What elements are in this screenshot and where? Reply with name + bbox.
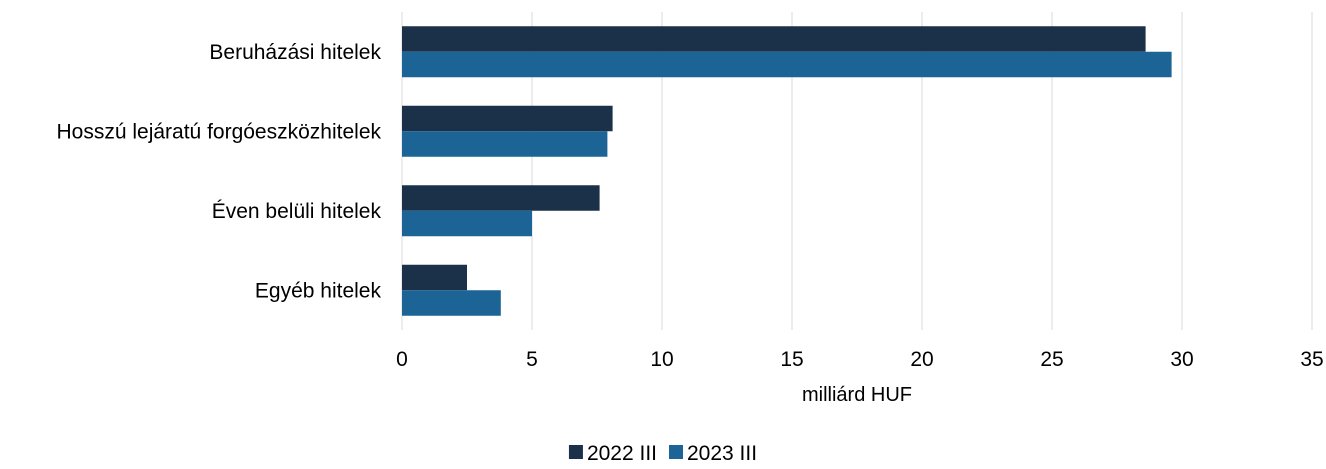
bar-0-series-1	[402, 51, 1172, 78]
bar-3-series-0	[402, 264, 467, 291]
bar-1-series-1	[402, 131, 608, 157]
category-label-1: Hosszú lejáratú forgóeszközhitelek	[57, 120, 382, 143]
x-tick-label-1: 5	[526, 348, 538, 371]
legend-swatch-1	[669, 445, 683, 459]
x-axis-title: milliárd HUF	[802, 384, 912, 406]
bars	[402, 26, 1172, 316]
x-tick-label-6: 30	[1170, 348, 1193, 371]
x-tick-label-7: 35	[1300, 348, 1323, 371]
legend-label-1: 2023 III	[687, 442, 757, 465]
bar-2-series-1	[402, 210, 532, 237]
x-tick-label-5: 25	[1040, 348, 1063, 371]
category-label-0: Beruházási hitelek	[209, 41, 381, 64]
category-label-3: Egyéb hitelek	[255, 279, 382, 302]
legend: 2022 III 2023 III	[568, 442, 757, 465]
bar-1-series-0	[402, 105, 613, 132]
bar-2-series-0	[402, 185, 600, 211]
bar-3-series-1	[402, 290, 501, 316]
x-tick-label-4: 20	[910, 348, 933, 371]
x-tick-label-3: 15	[780, 348, 803, 371]
x-tick-labels: 0 5 10 15 20 25 30 35	[396, 348, 1324, 371]
category-labels: Beruházási hitelek Hosszú lejáratú forgóe…	[57, 41, 382, 303]
bar-0-series-0	[402, 26, 1146, 52]
x-tick-label-0: 0	[396, 348, 408, 371]
legend-swatch-0	[568, 445, 583, 459]
category-label-2: Éven belüli hitelek	[212, 200, 382, 223]
x-tick-label-2: 10	[650, 348, 673, 371]
legend-label-0: 2022 III	[587, 442, 657, 465]
